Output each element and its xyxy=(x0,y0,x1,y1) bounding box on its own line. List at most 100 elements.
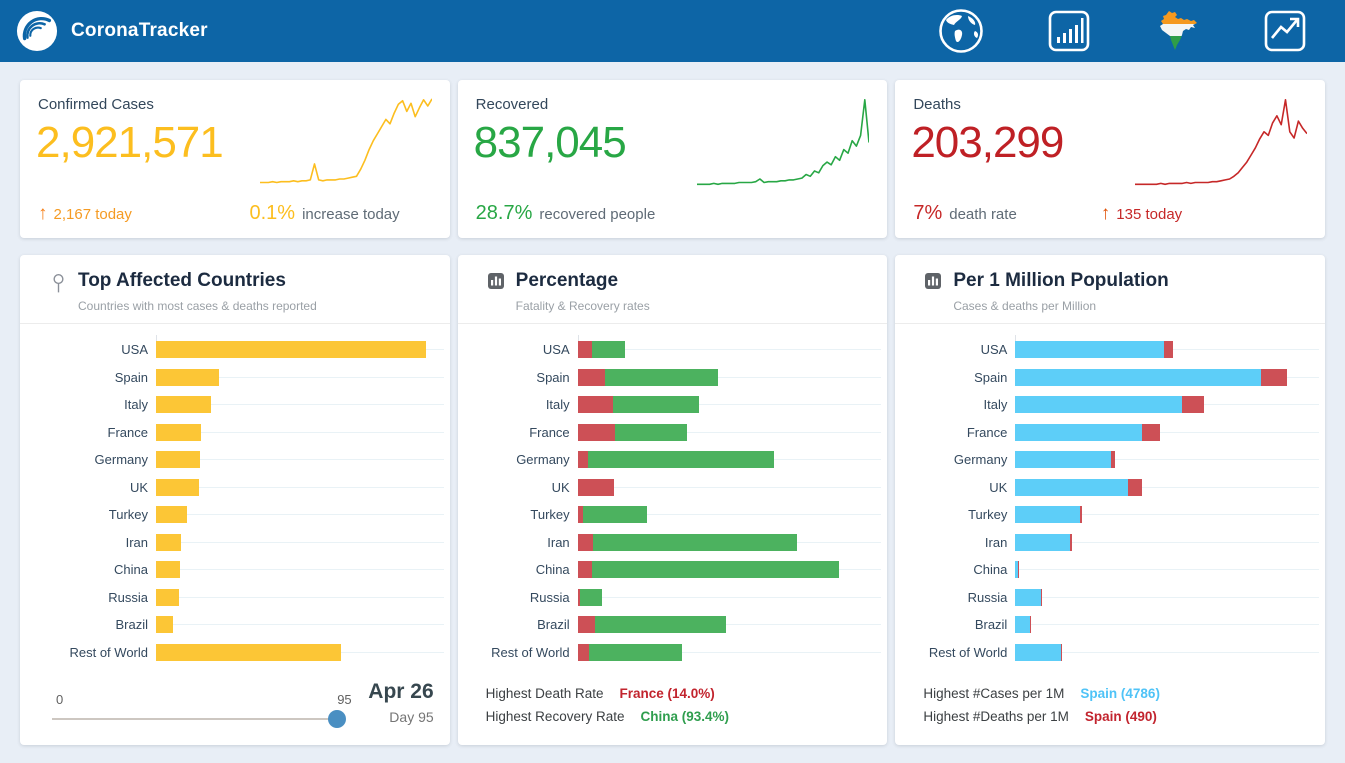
day-slider-handle[interactable] xyxy=(327,710,346,728)
bar-cases-per-1m[interactable] xyxy=(1015,616,1030,634)
today-change: ↑ 135 today xyxy=(1101,203,1182,225)
bar-confirmed-cases[interactable] xyxy=(156,643,342,661)
india-map-icon[interactable] xyxy=(1152,6,1202,56)
bar-deaths-per-1m[interactable] xyxy=(1142,423,1160,441)
bar-cases-per-1m[interactable] xyxy=(1015,368,1262,386)
bar-recovery-rate[interactable] xyxy=(591,341,625,359)
bar-track xyxy=(577,396,882,414)
deaths-sparkline xyxy=(1134,99,1307,186)
bar-confirmed-cases[interactable] xyxy=(156,561,180,579)
percentage-panel: Percentage Fatality & Recovery rates USA… xyxy=(457,255,888,745)
category-label: Russia xyxy=(108,589,148,605)
bar-recovery-rate[interactable] xyxy=(592,561,839,579)
bar-cases-per-1m[interactable] xyxy=(1015,561,1018,579)
slider-max-label: 95 xyxy=(337,692,352,707)
bar-track xyxy=(156,561,444,579)
category-label: Turkey xyxy=(968,507,1008,523)
bar-track xyxy=(156,368,444,386)
gridline xyxy=(577,651,882,653)
bar-fatality-rate[interactable] xyxy=(577,533,594,551)
day-label: Day 95 xyxy=(389,709,434,725)
bar-cases-per-1m[interactable] xyxy=(1015,423,1143,441)
country-stats-icon[interactable] xyxy=(1044,6,1094,56)
bar-deaths-per-1m[interactable] xyxy=(1080,506,1082,524)
bar-track xyxy=(156,588,444,606)
gridline xyxy=(1015,596,1319,598)
bar-deaths-per-1m[interactable] xyxy=(1164,341,1174,359)
bar-track xyxy=(1015,396,1319,414)
bar-confirmed-cases[interactable] xyxy=(156,423,202,441)
coronatracker-logo[interactable] xyxy=(16,10,58,52)
bar-fatality-rate[interactable] xyxy=(577,616,595,634)
bar-cases-per-1m[interactable] xyxy=(1015,643,1062,661)
panel-header: Percentage Fatality & Recovery rates xyxy=(458,255,888,323)
deaths-card: Deaths 203,299 7% death rate ↑ 135 today xyxy=(895,80,1325,238)
bar-row-china: China xyxy=(20,556,450,584)
bar-fatality-rate[interactable] xyxy=(577,341,592,359)
bar-deaths-per-1m[interactable] xyxy=(1061,643,1063,661)
bar-deaths-per-1m[interactable] xyxy=(1127,478,1143,496)
bar-row-iran: Iran xyxy=(895,529,1325,557)
bar-fatality-rate[interactable] xyxy=(577,451,588,469)
bar-fatality-rate[interactable] xyxy=(577,643,590,661)
bar-recovery-rate[interactable] xyxy=(604,368,719,386)
bar-recovery-rate[interactable] xyxy=(587,451,774,469)
bar-cases-per-1m[interactable] xyxy=(1015,506,1081,524)
bar-track xyxy=(577,616,882,634)
bar-cases-per-1m[interactable] xyxy=(1015,451,1112,469)
bar-cases-per-1m[interactable] xyxy=(1015,533,1070,551)
bar-track xyxy=(156,506,444,524)
bar-confirmed-cases[interactable] xyxy=(156,506,187,524)
gridline xyxy=(577,486,882,488)
bar-row-spain: Spain xyxy=(895,364,1325,392)
bar-track xyxy=(577,423,882,441)
bar-fatality-rate[interactable] xyxy=(577,506,584,524)
bar-confirmed-cases[interactable] xyxy=(156,368,220,386)
day-slider-track[interactable]: 0 95 xyxy=(52,692,352,728)
bar-fatality-rate[interactable] xyxy=(577,396,614,414)
bar-confirmed-cases[interactable] xyxy=(156,588,179,606)
bar-recovery-rate[interactable] xyxy=(589,643,682,661)
bar-fatality-rate[interactable] xyxy=(577,423,615,441)
bar-cases-per-1m[interactable] xyxy=(1015,588,1042,606)
rate-group: 0.1% increase today xyxy=(250,202,400,225)
bar-recovery-rate[interactable] xyxy=(583,506,648,524)
footer-value: France (14.0%) xyxy=(619,686,715,701)
world-map-icon[interactable] xyxy=(936,6,986,56)
gridline xyxy=(577,349,882,351)
bar-recovery-rate[interactable] xyxy=(614,423,688,441)
bar-confirmed-cases[interactable] xyxy=(156,341,426,359)
bar-fatality-rate[interactable] xyxy=(577,561,593,579)
bar-deaths-per-1m[interactable] xyxy=(1029,616,1031,634)
bar-deaths-per-1m[interactable] xyxy=(1181,396,1204,414)
bar-recovery-rate[interactable] xyxy=(613,396,700,414)
bar-fatality-rate[interactable] xyxy=(577,368,605,386)
bar-deaths-per-1m[interactable] xyxy=(1111,451,1115,469)
recovered-sparkline xyxy=(697,99,870,186)
bar-recovery-rate[interactable] xyxy=(580,588,602,606)
bar-cases-per-1m[interactable] xyxy=(1015,478,1128,496)
date-label: Apr 26 xyxy=(368,680,434,703)
bar-recovery-rate[interactable] xyxy=(594,616,726,634)
bar-confirmed-cases[interactable] xyxy=(156,533,182,551)
bar-confirmed-cases[interactable] xyxy=(156,451,201,469)
gridline xyxy=(156,431,444,433)
bar-cases-per-1m[interactable] xyxy=(1015,396,1182,414)
bar-confirmed-cases[interactable] xyxy=(156,616,174,634)
bar-track xyxy=(1015,533,1319,551)
panel-header: Top Affected Countries Countries with mo… xyxy=(20,255,450,323)
panel-header: Per 1 Million Population Cases & deaths … xyxy=(895,255,1325,323)
percentage-bar-chart: USA Spain Italy France Germany UK Turkey Iran Ch… xyxy=(458,335,888,666)
bar-fatality-rate[interactable] xyxy=(577,478,614,496)
bar-recovery-rate[interactable] xyxy=(593,533,797,551)
trend-analysis-icon[interactable] xyxy=(1260,6,1310,56)
gridline xyxy=(156,404,444,406)
bar-confirmed-cases[interactable] xyxy=(156,396,212,414)
bar-fatality-rate[interactable] xyxy=(577,588,581,606)
bar-deaths-per-1m[interactable] xyxy=(1069,533,1073,551)
category-label: Spain xyxy=(114,369,148,385)
bar-deaths-per-1m[interactable] xyxy=(1261,368,1287,386)
bar-cases-per-1m[interactable] xyxy=(1015,341,1165,359)
today-count: 2,167 today xyxy=(53,205,132,223)
bar-confirmed-cases[interactable] xyxy=(156,478,199,496)
